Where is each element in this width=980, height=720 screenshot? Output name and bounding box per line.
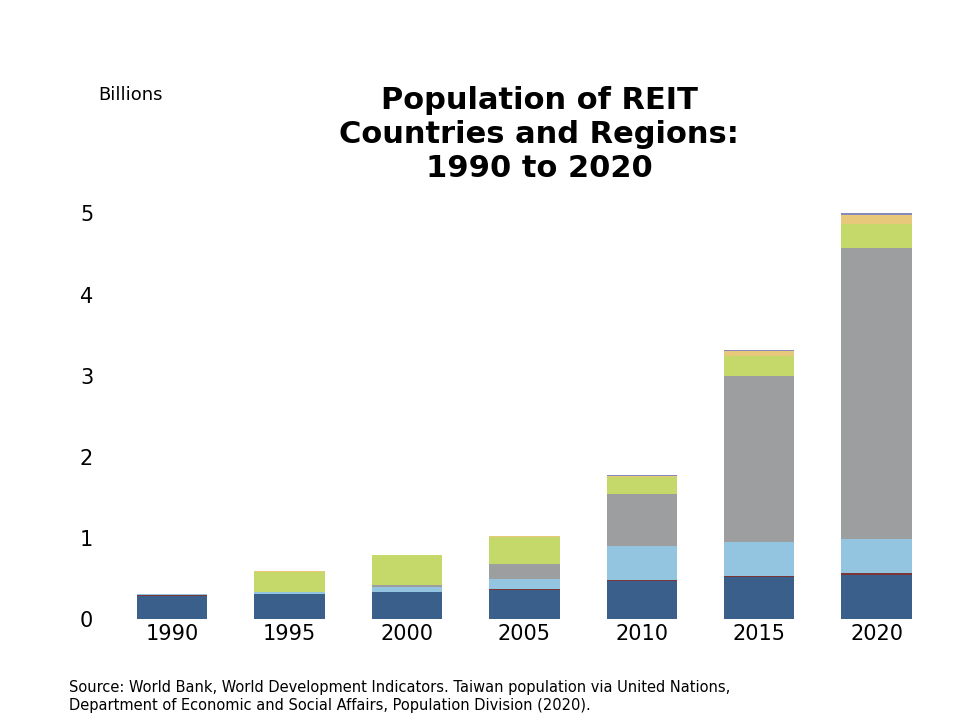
Bar (842, 225, 911, 248)
Bar (724, 577, 795, 619)
Bar (489, 590, 560, 619)
Bar (254, 593, 324, 594)
Bar (842, 248, 911, 539)
Bar (724, 542, 795, 576)
Text: Population of REIT
Countries and Regions:
1990 to 2020: Population of REIT Countries and Regions… (339, 86, 739, 183)
Bar (254, 594, 324, 595)
Text: Billions: Billions (98, 86, 163, 104)
Bar (842, 573, 911, 575)
Bar (489, 580, 560, 589)
Bar (254, 572, 324, 592)
Bar (489, 564, 560, 580)
Bar (724, 350, 795, 351)
Bar (607, 476, 677, 477)
Bar (724, 576, 795, 577)
Bar (371, 556, 442, 585)
Bar (137, 595, 207, 619)
Bar (607, 580, 677, 619)
Bar (371, 593, 442, 619)
Bar (371, 592, 442, 593)
Bar (607, 546, 677, 580)
Bar (724, 376, 795, 542)
Bar (254, 595, 324, 619)
Bar (489, 536, 560, 564)
Bar (724, 351, 795, 356)
Bar (842, 539, 911, 573)
Bar (371, 587, 442, 592)
Bar (371, 585, 442, 587)
Bar (607, 477, 677, 495)
Text: Source: World Bank, World Development Indicators. Taiwan population via United N: Source: World Bank, World Development In… (69, 680, 730, 713)
Bar (607, 495, 677, 546)
Bar (724, 356, 795, 376)
Bar (842, 215, 911, 225)
Bar (842, 213, 911, 215)
Bar (842, 575, 911, 619)
Bar (489, 589, 560, 590)
